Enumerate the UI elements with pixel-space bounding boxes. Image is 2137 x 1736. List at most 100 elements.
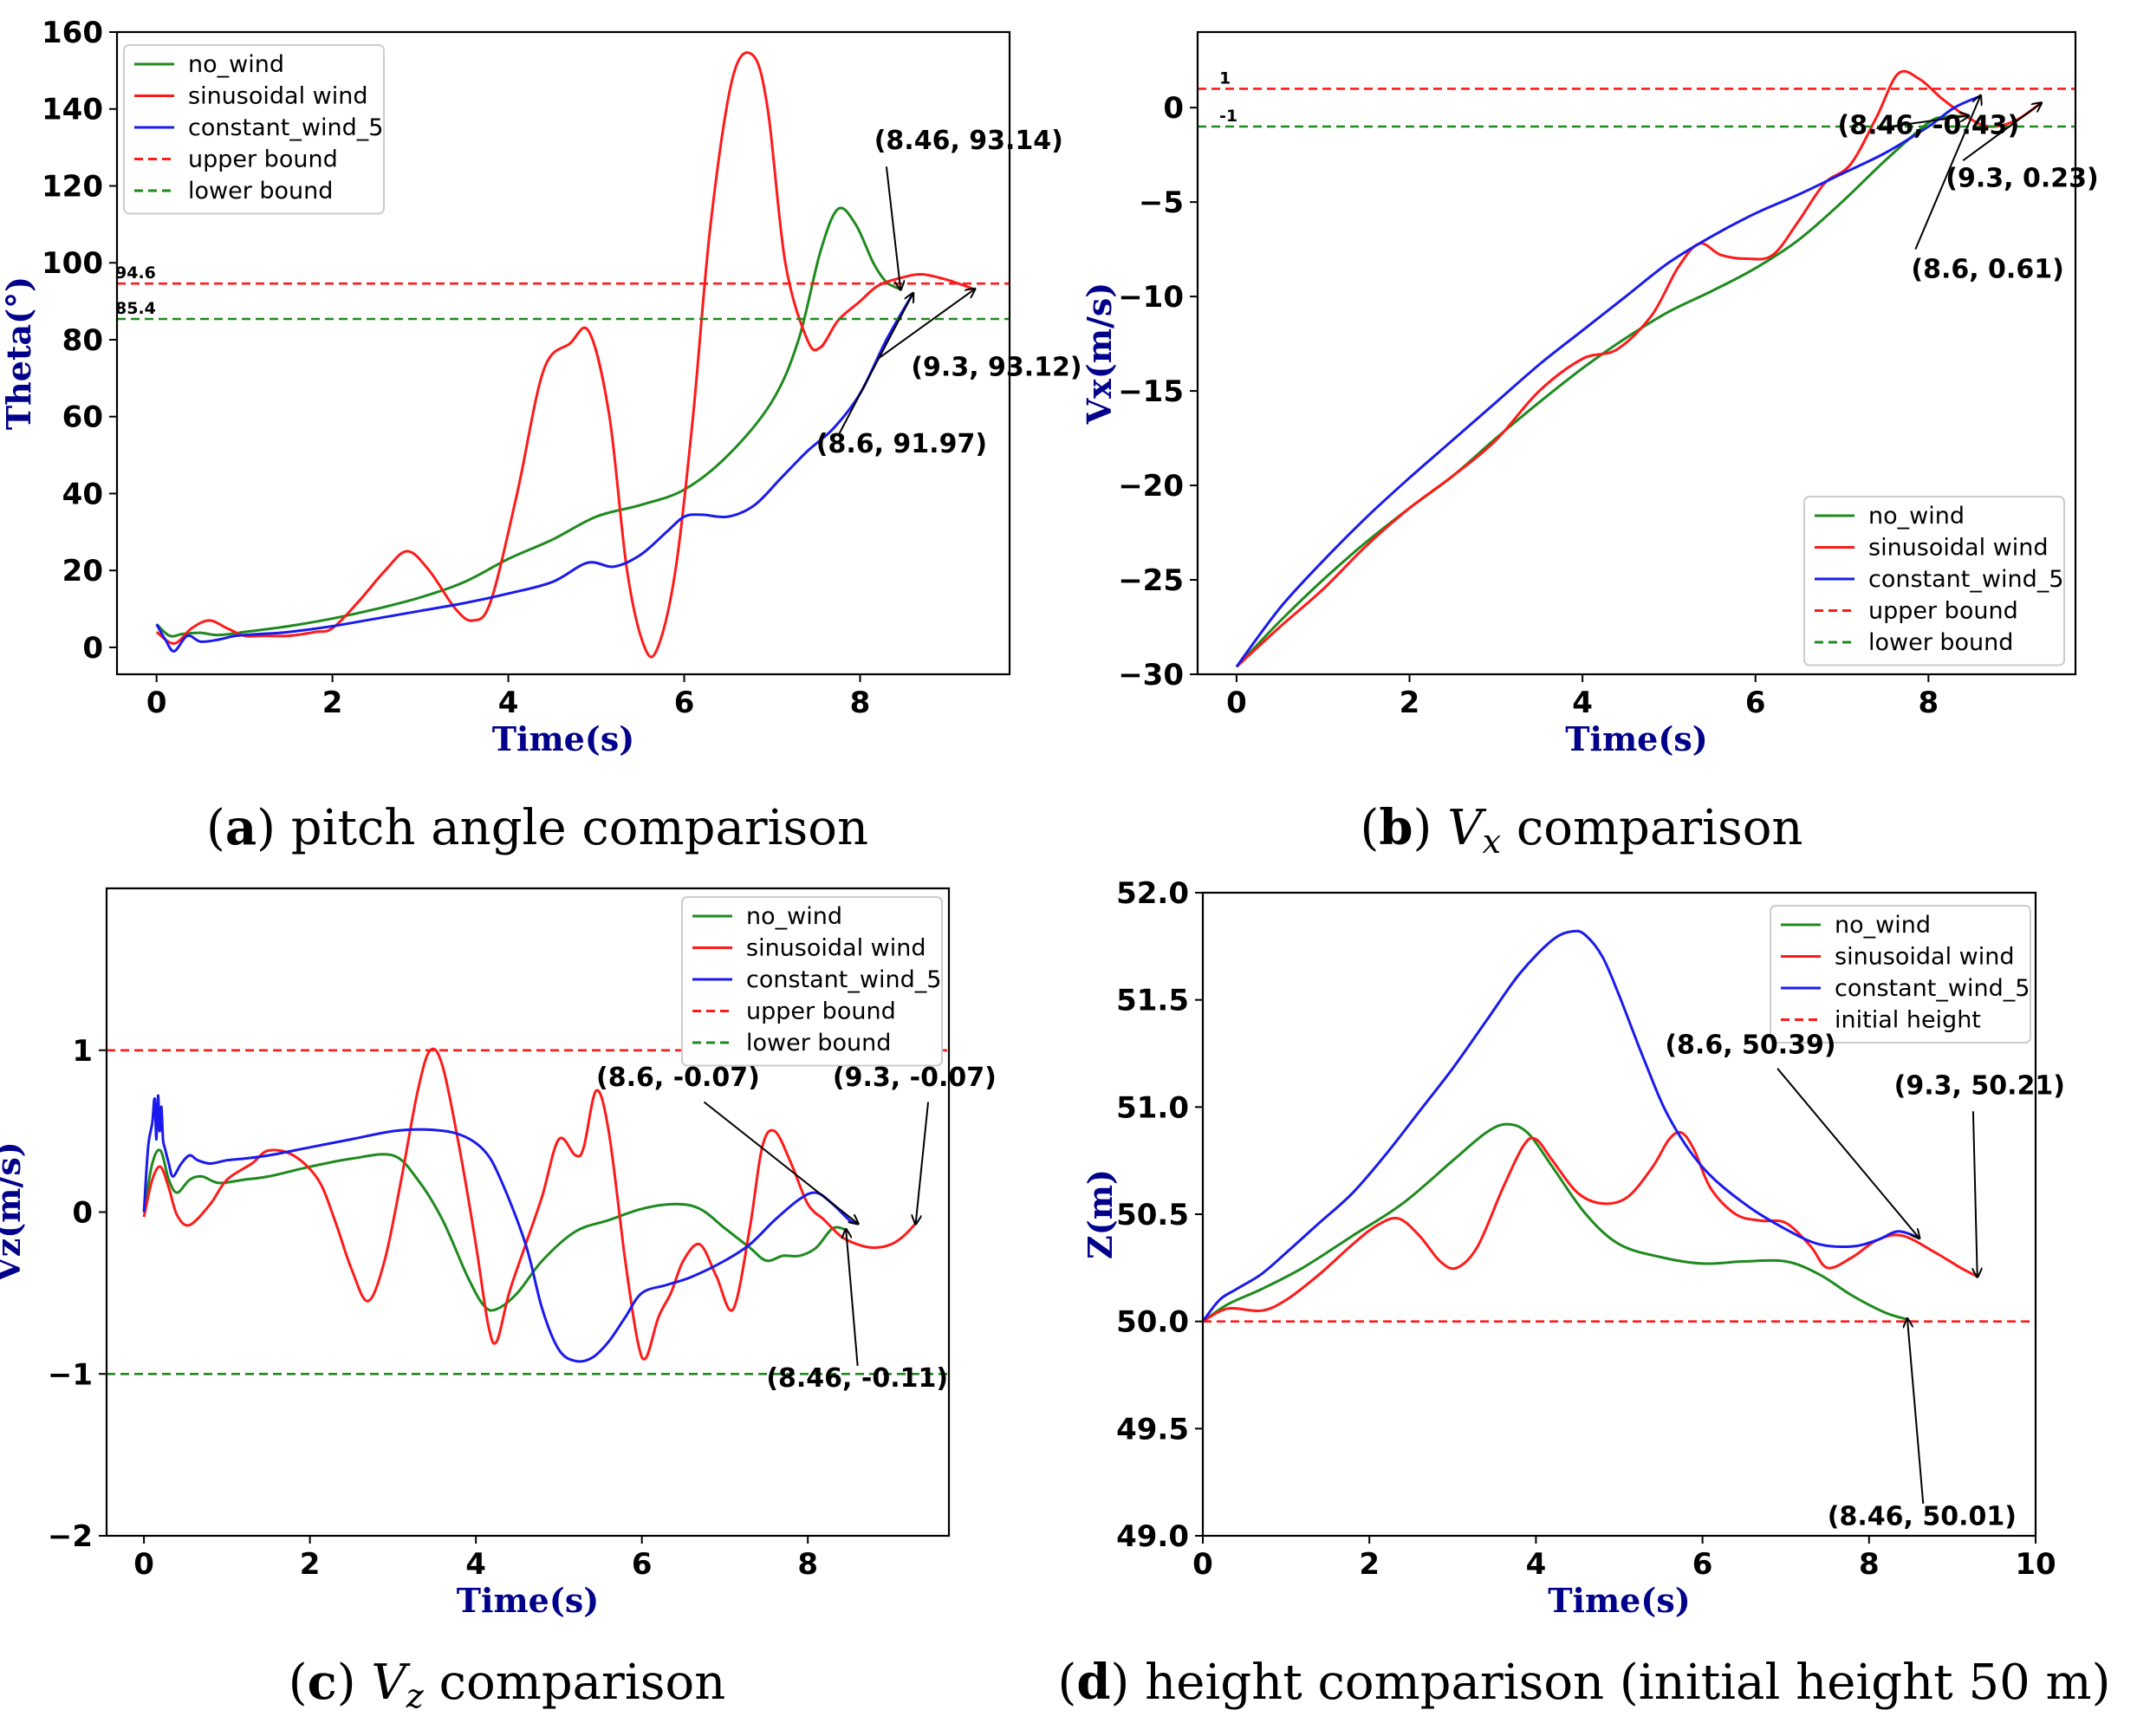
annotation: (8.6, 50.39) xyxy=(1665,1031,1919,1239)
series-line-sinusoidal-wind xyxy=(155,51,975,659)
y-tick-label: 49.5 xyxy=(1116,1412,1189,1447)
x-tick-label: 8 xyxy=(850,686,871,720)
legend: no_wind sinusoidal wind constant_wind_5upp… xyxy=(123,44,385,215)
y-tick-label: −15 xyxy=(1118,374,1184,409)
annotation: (8.6, 91.97) xyxy=(816,294,987,459)
x-tick-label: 2 xyxy=(322,686,343,720)
series-group-b xyxy=(1198,69,2075,668)
caption-b: (b) Vx comparison xyxy=(1361,799,1803,861)
annotation-arrow xyxy=(877,289,975,360)
legend-label: constant_wind_5 xyxy=(1868,566,2063,593)
annotation-arrow xyxy=(1962,103,2041,162)
annotation: (9.3, 93.12) xyxy=(877,289,1082,383)
y-tick-label: 60 xyxy=(62,400,103,435)
x-axis-title: Time(s) xyxy=(1548,1581,1690,1620)
axes-frame xyxy=(115,30,1011,676)
legend-label: lower bound xyxy=(746,1030,891,1057)
y-tick-label: 51.5 xyxy=(1116,984,1189,1018)
x-tick-label: 6 xyxy=(1745,686,1766,720)
y-tick-label: 160 xyxy=(42,16,103,50)
annotation: (8.46, -0.43) xyxy=(1838,111,2020,141)
x-tick-label: 6 xyxy=(674,686,695,720)
caption-d: (d) height comparison (initial height 50… xyxy=(1057,1654,2110,1711)
series-line-no-wind xyxy=(1203,1122,1908,1323)
y-tick-label: 0 xyxy=(82,631,103,666)
y-tick-label: 100 xyxy=(42,246,103,281)
y-axis-title: Vx(m/s) xyxy=(1080,283,1119,426)
series-line-no-wind xyxy=(1235,114,1969,668)
legend-label: sinusoidal wind xyxy=(746,935,926,962)
x-tick-label: 4 xyxy=(1572,686,1593,720)
annotation-arrow xyxy=(1777,1068,1919,1238)
series-group-a xyxy=(117,51,1010,659)
series-line-sinusoidal-wind xyxy=(1235,69,2042,668)
legend-label: sinusoidal wind xyxy=(1868,535,2048,562)
annotation-arrow xyxy=(1907,1319,1925,1504)
caption-a: (a) pitch angle comparison xyxy=(206,799,868,856)
subplot-d-height: 0 2 4 6 8 10 49.0 49.5 50.0 50.5 51.0 51.5 52.0 Time(… xyxy=(1081,876,2065,1620)
annotation: (8.6, -0.07) xyxy=(596,1063,858,1224)
legend-label: no_wind xyxy=(1868,503,1965,530)
bound-value-label: -1 xyxy=(1219,107,1237,126)
caption-c: (c) Vz comparison xyxy=(289,1654,726,1715)
y-tick-label: −25 xyxy=(1118,563,1184,598)
bound-value-label: 1 xyxy=(1219,68,1231,88)
x-tick-label: 4 xyxy=(465,1547,486,1582)
x-tick-label: 0 xyxy=(1192,1547,1213,1582)
annotation: (9.3, -0.07) xyxy=(833,1063,997,1224)
legend-label: constant_wind_5 xyxy=(746,966,941,993)
legend-box xyxy=(1803,496,2065,666)
x-tick-label: 8 xyxy=(1918,686,1939,720)
subplot-a-pitch-angle: 0 2 4 6 8020406080100120140160Time(s)Theta(°… xyxy=(0,16,1082,758)
legend-box xyxy=(123,44,385,215)
annotation-label: (8.6, -0.07) xyxy=(596,1063,760,1093)
series-group-c xyxy=(107,1047,949,1375)
x-tick-label: 4 xyxy=(1526,1547,1547,1582)
annotation-arrow xyxy=(703,1101,857,1224)
y-tick-label: −30 xyxy=(1118,658,1184,692)
annotation-arrow xyxy=(1876,116,1968,130)
y-tick-label: −5 xyxy=(1139,185,1184,220)
series-line-constant-wind-5 xyxy=(155,293,914,653)
y-tick-label: 20 xyxy=(62,554,103,588)
y-tick-label: 0 xyxy=(1163,91,1184,126)
y-axis-title: Z(m) xyxy=(1081,1169,1120,1259)
x-tick-label: 6 xyxy=(1692,1547,1713,1582)
legend-label: sinusoidal wind xyxy=(1835,944,2014,971)
y-tick-label: 120 xyxy=(42,169,103,204)
x-tick-label: 2 xyxy=(1359,1547,1380,1582)
y-axis-title: Vz(m/s) xyxy=(0,1141,28,1284)
annotation-label: (8.46, 50.01) xyxy=(1828,1502,2017,1532)
legend-label: sinusoidal wind xyxy=(188,83,367,110)
legend: no_wind sinusoidal wind constant_wind_5ini… xyxy=(1770,905,2031,1044)
annotation-arrow xyxy=(1914,96,1980,250)
y-tick-label: 52.0 xyxy=(1116,876,1189,911)
legend-label: lower bound xyxy=(1868,629,2013,656)
y-tick-label: 140 xyxy=(42,93,103,127)
annotation: (9.3, 50.21) xyxy=(1894,1070,2065,1276)
legend-label: upper bound xyxy=(1868,598,2018,625)
annotation-label: (8.6, 50.39) xyxy=(1665,1031,1835,1061)
series-line-constant-wind-5 xyxy=(142,1094,859,1363)
x-axis-title: Time(s) xyxy=(457,1581,599,1620)
bound-value-label: 94.6 xyxy=(115,263,156,283)
series-line-sinusoidal-wind xyxy=(142,1047,917,1361)
annotation-label: (8.6, 0.61) xyxy=(1911,254,2063,284)
legend-box xyxy=(1770,905,2031,1044)
x-axis-title: Time(s) xyxy=(492,719,634,758)
x-tick-label: 0 xyxy=(133,1547,154,1582)
annotation-arrow xyxy=(885,166,900,289)
bound-value-label: 85.4 xyxy=(115,299,156,318)
x-tick-label: 0 xyxy=(146,686,167,720)
y-tick-label: 50.5 xyxy=(1116,1198,1189,1232)
annotation-label: (9.3, 50.21) xyxy=(1894,1070,2065,1101)
legend-label: no_wind xyxy=(188,51,284,78)
y-tick-label: 0 xyxy=(72,1196,93,1231)
x-tick-label: 2 xyxy=(300,1547,321,1582)
annotation-label: (8.46, 93.14) xyxy=(874,126,1063,156)
subplot-b-vx: 0 2 4 6 8 −30 −25 −20 −15 −10 −5 0 Time(s) Vx(m/s) 1 -1… xyxy=(1080,30,2099,758)
legend-label: upper bound xyxy=(746,998,896,1025)
y-tick-label: 50.0 xyxy=(1116,1305,1189,1340)
legend: no_wind sinusoidal wind constant_wind_5upp… xyxy=(1803,496,2065,666)
